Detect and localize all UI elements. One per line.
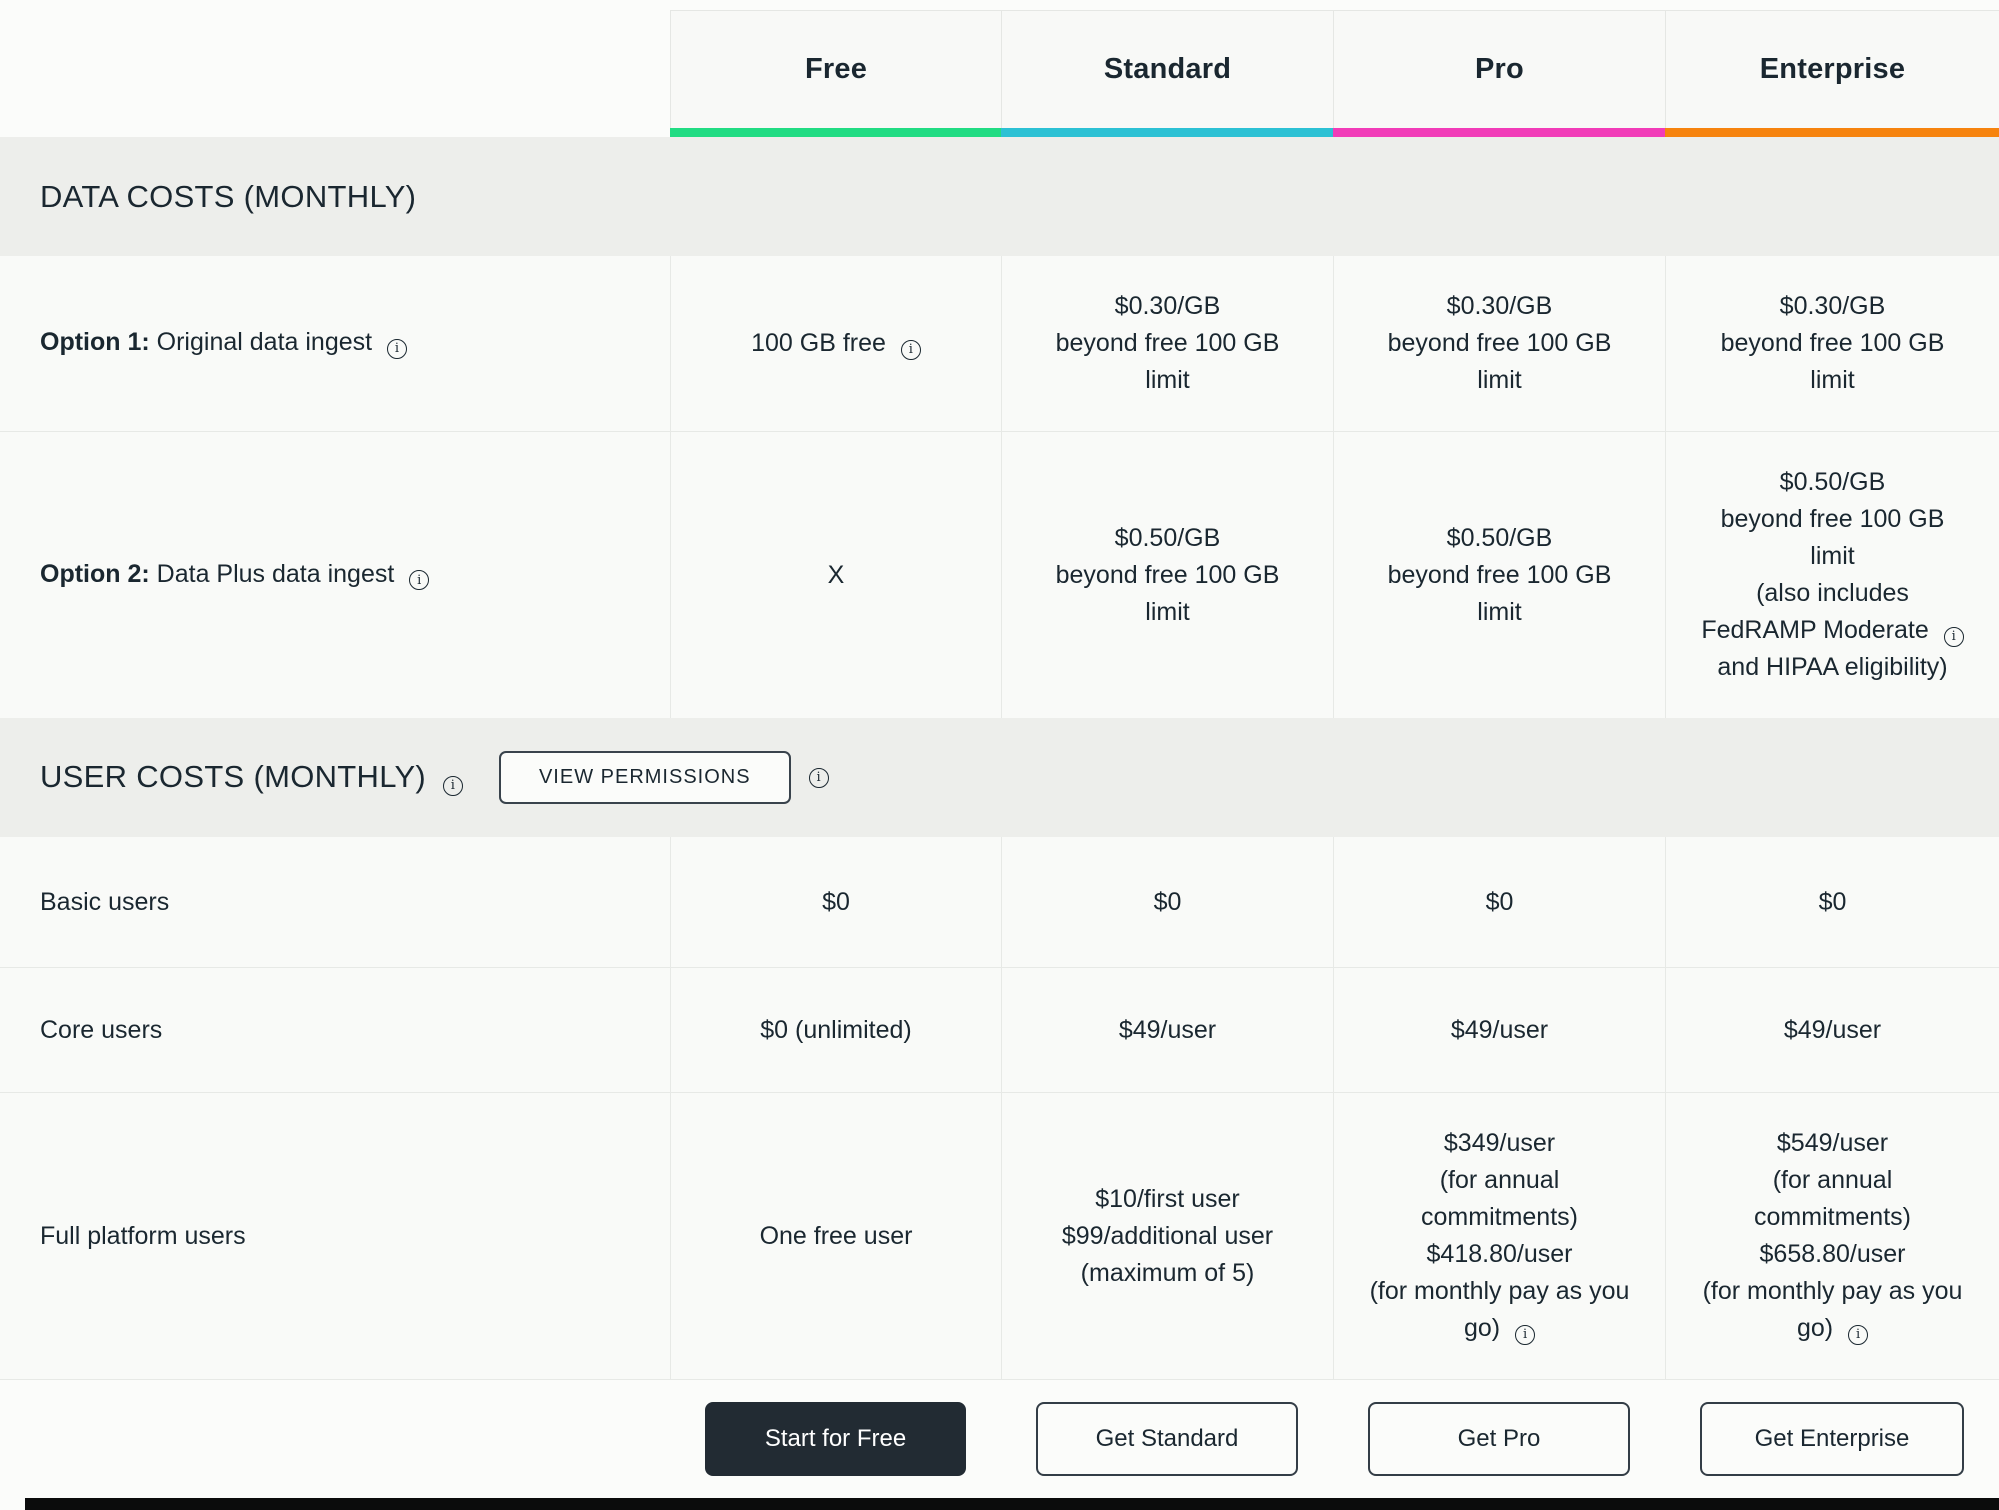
cell-core-pro: $49/user <box>1333 968 1665 1092</box>
row-label-text: Basic users <box>40 887 170 916</box>
plan-header-row: Free Standard Pro Enterprise <box>0 10 1999 128</box>
row-label-bold: Option 2: <box>40 559 150 588</box>
plan-name-pro: Pro <box>1475 53 1524 85</box>
info-icon[interactable] <box>1943 626 1964 647</box>
row-label-option-2: Option 2: Data Plus data ingest <box>0 432 670 718</box>
row-core-users: Core users $0 (unlimited) $49/user $49/u… <box>0 967 1999 1092</box>
cell-core-standard: $49/user <box>1001 968 1333 1092</box>
row-full-platform-users: Full platform users One free user $10/fi… <box>0 1092 1999 1379</box>
row-label-text: Core users <box>40 1015 163 1044</box>
section-band-user-costs: USER COSTS (MONTHLY) VIEW PERMISSIONS <box>0 718 1999 837</box>
plan-name-enterprise: Enterprise <box>1759 53 1906 85</box>
cta-spacer <box>0 1380 670 1498</box>
cta-cell-pro: Get Pro <box>1333 1380 1665 1498</box>
get-enterprise-button[interactable]: Get Enterprise <box>1700 1402 1964 1476</box>
accent-bar-enterprise <box>1665 128 1999 137</box>
header-corner <box>0 10 670 128</box>
row-label-basic-users: Basic users <box>0 837 670 967</box>
section-band-data-costs: DATA COSTS (MONTHLY) <box>0 137 1999 256</box>
cell-option2-standard: $0.50/GB beyond free 100 GB limit <box>1001 432 1333 718</box>
plan-name-free: Free <box>804 53 868 85</box>
row-label-core-users: Core users <box>0 968 670 1092</box>
info-icon[interactable] <box>1848 1324 1869 1345</box>
row-label-text: Original data ingest <box>150 328 408 359</box>
section-title-data-costs: DATA COSTS (MONTHLY) <box>40 178 417 214</box>
row-basic-users: Basic users $0 $0 $0 $0 <box>0 837 1999 967</box>
get-pro-button[interactable]: Get Pro <box>1368 1402 1630 1476</box>
info-icon[interactable] <box>808 767 829 788</box>
cell-option1-standard: $0.30/GB beyond free 100 GB limit <box>1001 256 1333 431</box>
row-option-2: Option 2: Data Plus data ingest X $0.50/… <box>0 431 1999 718</box>
accent-bar-standard <box>1001 128 1333 137</box>
row-label-option-1: Option 1: Original data ingest <box>0 256 670 431</box>
cta-cell-enterprise: Get Enterprise <box>1665 1380 1999 1498</box>
plan-accent-row <box>0 128 1999 137</box>
plan-name-standard: Standard <box>1103 53 1232 85</box>
row-label-text: Full platform users <box>40 1221 246 1250</box>
plan-header-enterprise: Enterprise <box>1665 10 1999 128</box>
cell-option2-pro: $0.50/GB beyond free 100 GB limit <box>1333 432 1665 718</box>
info-icon[interactable] <box>409 570 430 591</box>
cell-basic-pro: $0 <box>1333 837 1665 967</box>
cell-full-standard: $10/first user $99/additional user (maxi… <box>1001 1093 1333 1379</box>
cell-option2-enterprise: $0.50/GB beyond free 100 GB limit (also … <box>1665 432 1999 718</box>
plan-header-free: Free <box>670 10 1001 128</box>
row-label-full-platform-users: Full platform users <box>0 1093 670 1379</box>
cell-option1-enterprise: $0.30/GB beyond free 100 GB limit <box>1665 256 1999 431</box>
info-icon[interactable] <box>900 339 921 360</box>
cell-option2-free: X <box>670 432 1001 718</box>
info-icon[interactable] <box>442 775 463 796</box>
cell-basic-free: $0 <box>670 837 1001 967</box>
cta-cell-free: Start for Free <box>670 1380 1001 1498</box>
row-label-text: Data Plus data ingest <box>150 560 430 591</box>
cell-basic-standard: $0 <box>1001 837 1333 967</box>
cell-full-free: One free user <box>670 1093 1001 1379</box>
accent-bar-pro <box>1333 128 1665 137</box>
accent-spacer <box>0 128 670 137</box>
section-title-user-costs: USER COSTS (MONTHLY) <box>40 759 463 796</box>
start-for-free-button[interactable]: Start for Free <box>705 1402 966 1476</box>
plan-header-standard: Standard <box>1001 10 1333 128</box>
accent-bar-free <box>670 128 1001 137</box>
cell-full-enterprise: $549/user (for annual commitments) $658.… <box>1665 1093 1999 1379</box>
cell-full-pro: $349/user (for annual commitments) $418.… <box>1333 1093 1665 1379</box>
cell-core-free: $0 (unlimited) <box>670 968 1001 1092</box>
cta-cell-standard: Get Standard <box>1001 1380 1333 1498</box>
cell-option1-pro: $0.30/GB beyond free 100 GB limit <box>1333 256 1665 431</box>
get-standard-button[interactable]: Get Standard <box>1036 1402 1298 1476</box>
cell-core-enterprise: $49/user <box>1665 968 1999 1092</box>
row-option-1: Option 1: Original data ingest 100 GB fr… <box>0 256 1999 431</box>
bottom-section-edge <box>25 1498 1999 1510</box>
info-icon[interactable] <box>1515 1324 1536 1345</box>
plan-header-pro: Pro <box>1333 10 1665 128</box>
row-label-bold: Option 1: <box>40 328 150 357</box>
cta-row: Start for Free Get Standard Get Pro Get … <box>0 1379 1999 1498</box>
view-permissions-button[interactable]: VIEW PERMISSIONS <box>498 751 791 804</box>
cell-basic-enterprise: $0 <box>1665 837 1999 967</box>
info-icon[interactable] <box>387 338 408 359</box>
cell-option1-free: 100 GB free <box>670 256 1001 431</box>
